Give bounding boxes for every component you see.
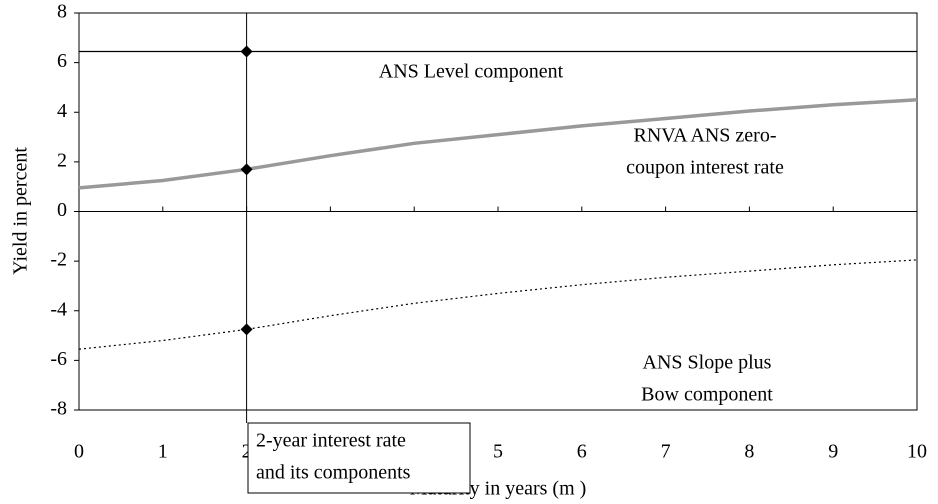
annotation: 2-year interest rate: [256, 430, 406, 452]
annotation: RNVA ANS zero-: [634, 125, 777, 147]
y-axis-label: Yield in percent: [10, 147, 32, 275]
y-tick-label: 2: [57, 149, 67, 171]
series-line: [78, 98, 918, 190]
x-tick-label: 6: [577, 441, 587, 463]
y-tick-label: -8: [50, 398, 67, 420]
annotation: and its components: [256, 462, 411, 484]
annotation: Bow component: [641, 384, 773, 406]
marker: [240, 45, 253, 58]
x-tick-label: 10: [907, 441, 927, 463]
y-tick-label: 8: [57, 1, 67, 23]
y-tick-label: 6: [57, 50, 67, 72]
x-tick-label: 7: [661, 441, 671, 463]
y-tick-label: -2: [50, 249, 67, 271]
annotation-box: [247, 422, 471, 494]
x-tick-label: 8: [744, 441, 754, 463]
marker: [240, 163, 253, 176]
annotation: coupon interest rate: [626, 157, 784, 179]
series-line: [78, 259, 918, 350]
annotation: ANS Level component: [379, 61, 564, 83]
y-tick-label: -6: [50, 348, 67, 370]
y-tick-label: 0: [57, 199, 67, 221]
x-tick-label: 5: [493, 441, 503, 463]
y-tick-label: 4: [57, 100, 67, 122]
x-tick-label: 9: [828, 441, 838, 463]
x-tick-label: 2: [242, 441, 252, 463]
x-tick-label: 0: [74, 441, 84, 463]
marker: [240, 323, 253, 336]
x-tick-label: 1: [158, 441, 168, 463]
y-tick-label: -4: [50, 298, 67, 320]
annotation: ANS Slope plus: [643, 352, 772, 374]
